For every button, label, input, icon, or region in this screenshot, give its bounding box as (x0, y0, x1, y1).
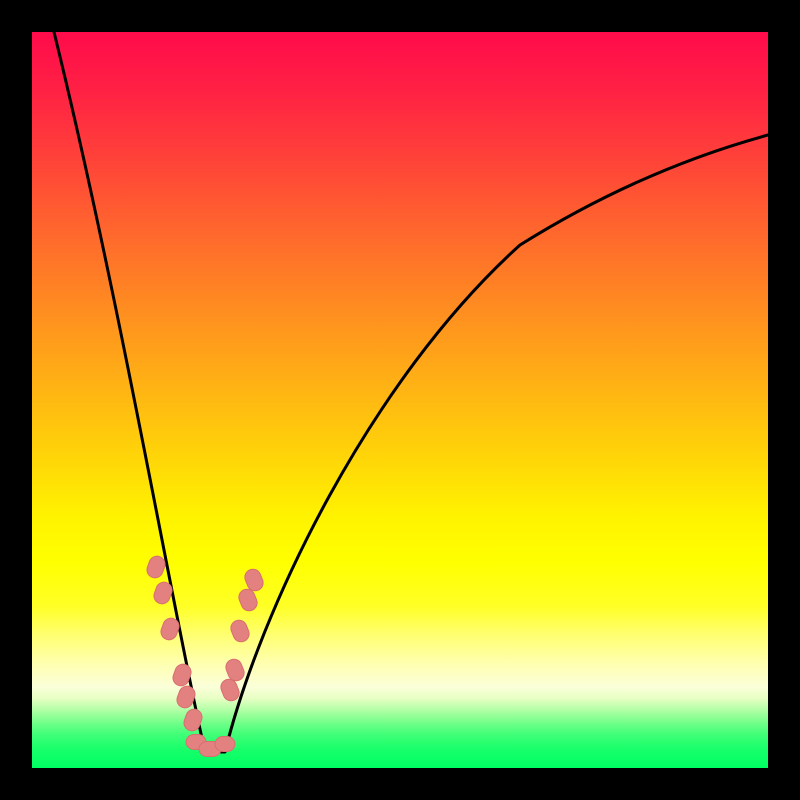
gradient-background (32, 32, 768, 768)
curve-marker (215, 737, 235, 752)
chart-svg (0, 0, 800, 800)
chart-stage: TheBottleneck.com (0, 0, 800, 800)
